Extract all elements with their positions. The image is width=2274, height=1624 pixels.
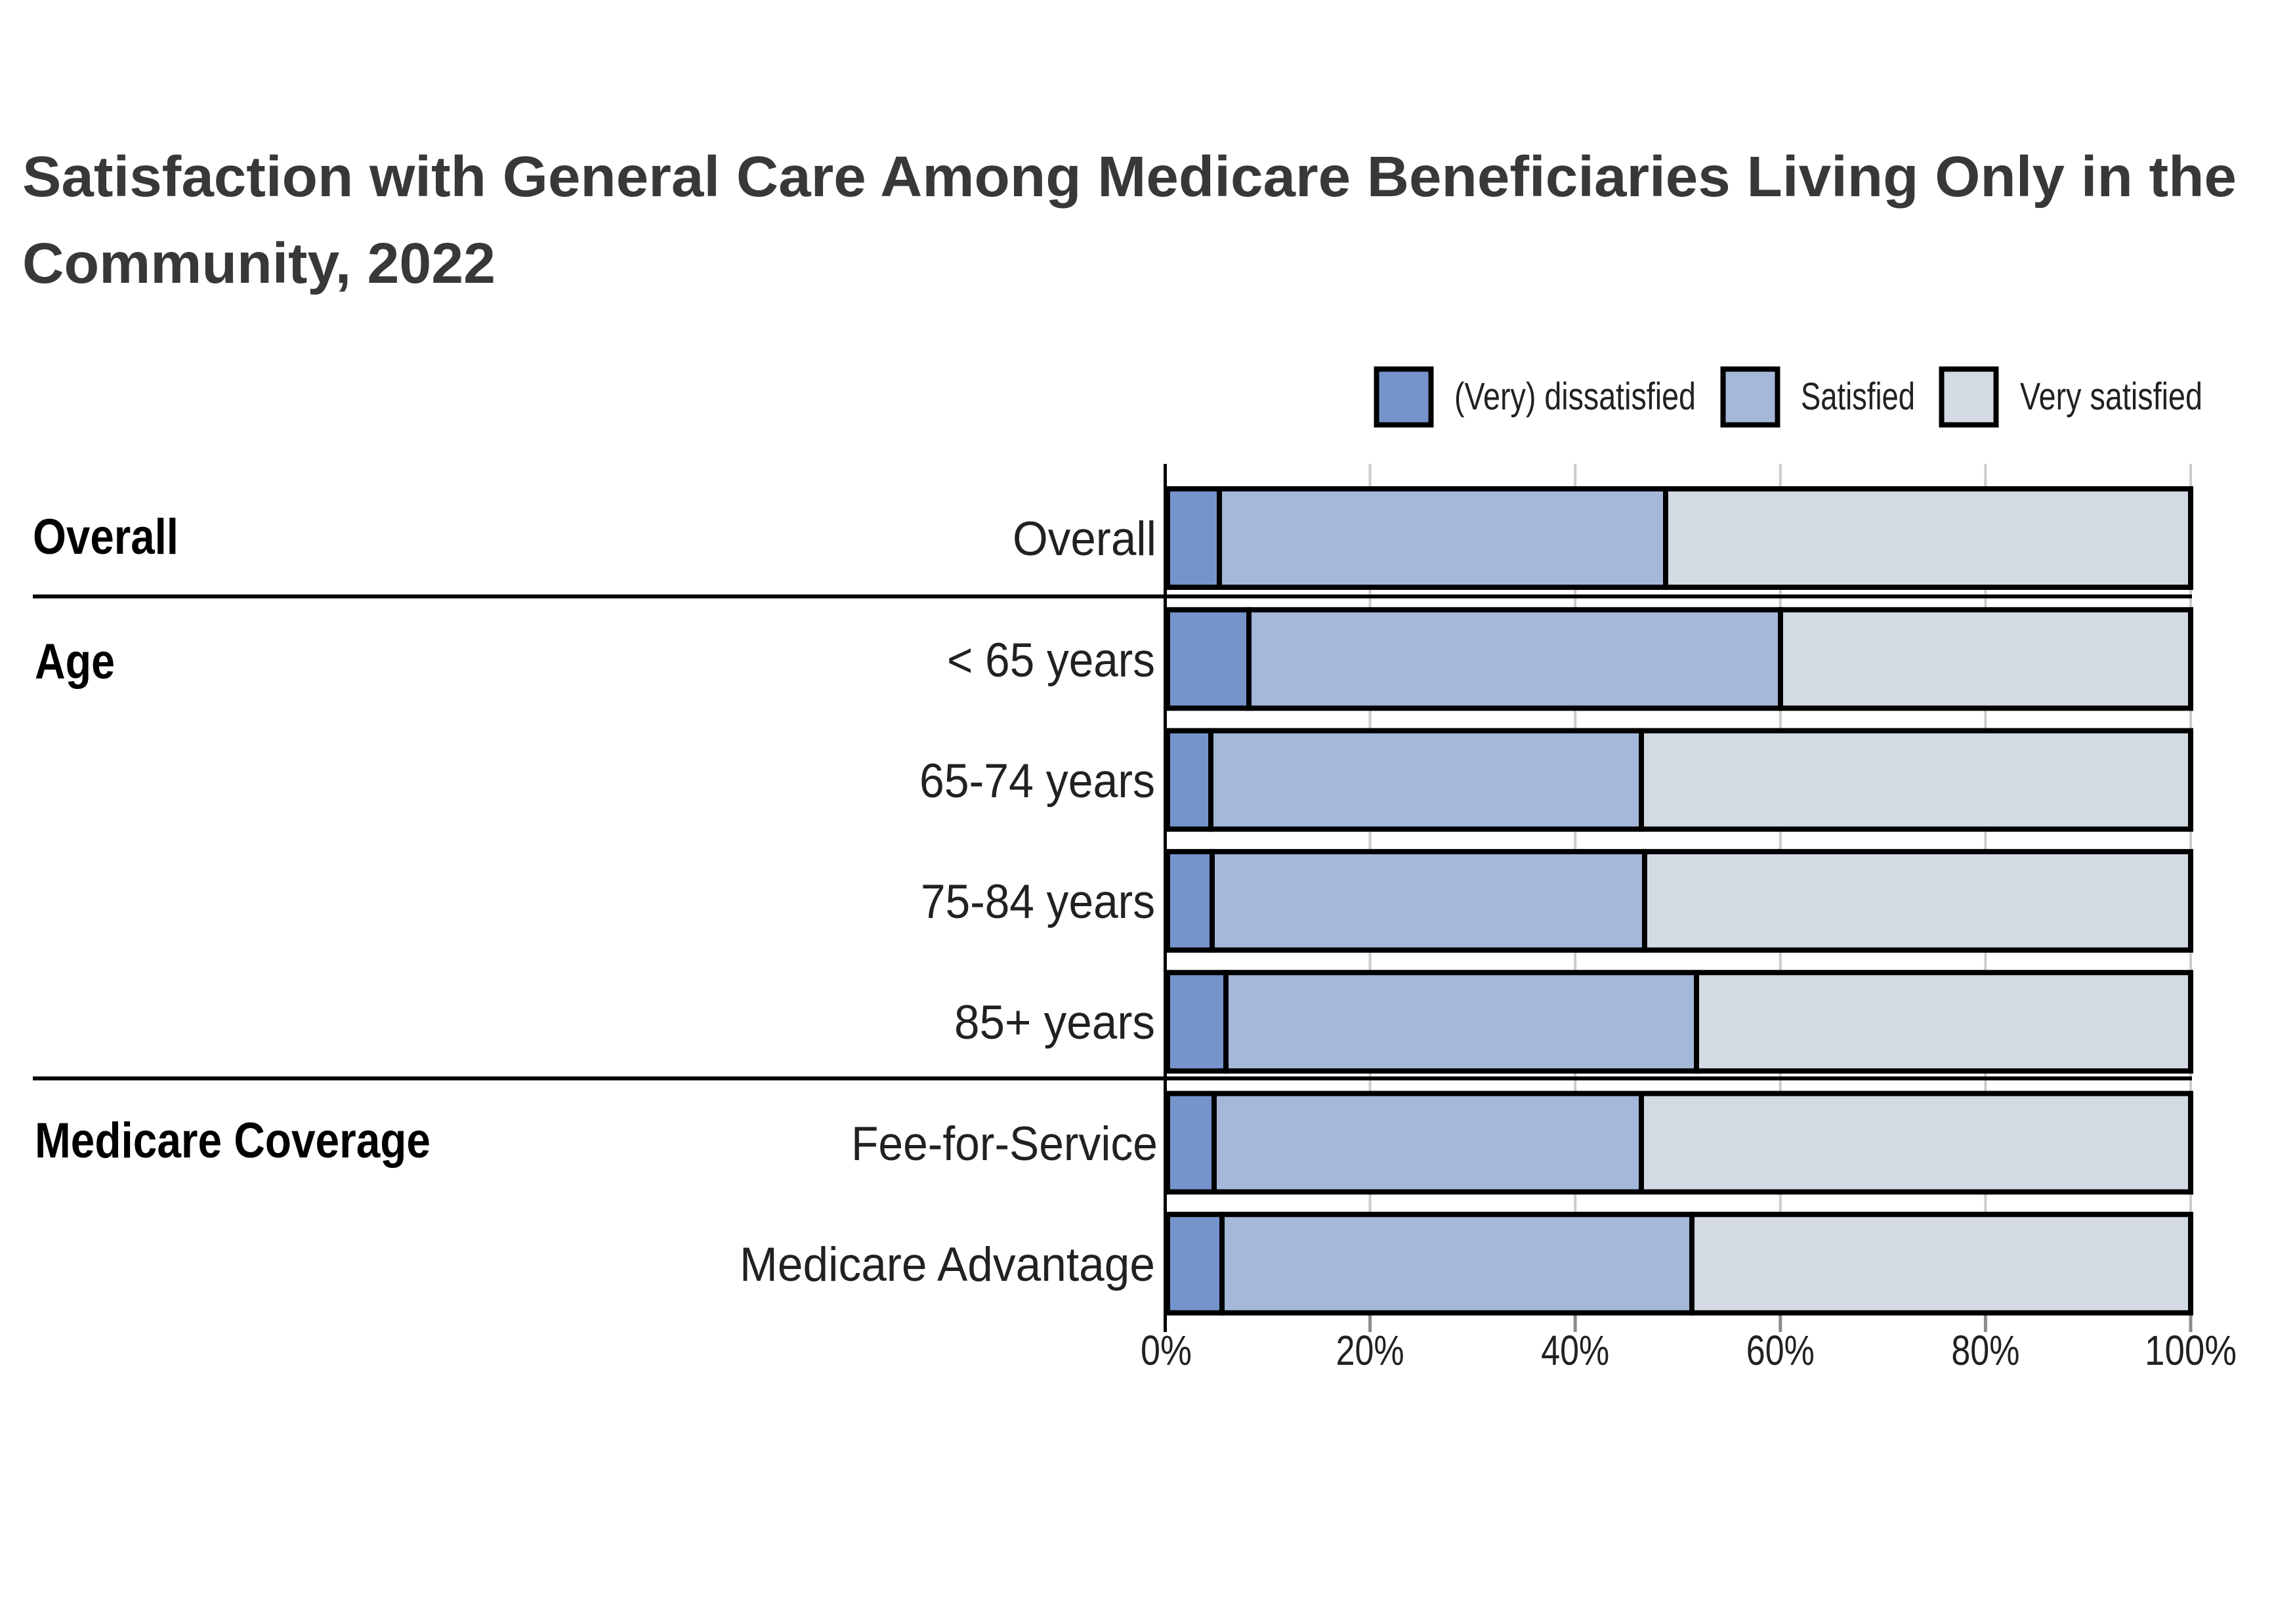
svg-text:Satisfied: Satisfied bbox=[1801, 375, 1915, 418]
svg-text:Satisfaction with General Care: Satisfaction with General Care Among Med… bbox=[22, 145, 2237, 209]
svg-text:Very satisfied: Very satisfied bbox=[2020, 375, 2202, 418]
svg-text:75-84 years: 75-84 years bbox=[921, 875, 1155, 928]
svg-text:85+ years: 85+ years bbox=[954, 996, 1155, 1049]
svg-text:Community, 2022: Community, 2022 bbox=[22, 232, 495, 295]
svg-text:80%: 80% bbox=[1951, 1327, 2019, 1374]
svg-text:Fee-for-Service: Fee-for-Service bbox=[851, 1117, 1158, 1171]
svg-text:Overall: Overall bbox=[1013, 512, 1156, 566]
svg-text:(Very) dissatisfied: (Very) dissatisfied bbox=[1454, 375, 1696, 418]
svg-text:Age: Age bbox=[35, 634, 115, 690]
svg-text:Medicare Coverage: Medicare Coverage bbox=[35, 1113, 431, 1169]
svg-text:65-74 years: 65-74 years bbox=[919, 755, 1155, 808]
svg-text:< 65 years: < 65 years bbox=[947, 634, 1155, 687]
svg-text:100%: 100% bbox=[2145, 1327, 2237, 1374]
svg-text:Overall: Overall bbox=[33, 509, 179, 565]
svg-text:40%: 40% bbox=[1541, 1327, 1609, 1374]
svg-text:Medicare Advantage: Medicare Advantage bbox=[740, 1238, 1155, 1291]
svg-text:60%: 60% bbox=[1746, 1327, 1815, 1374]
svg-text:20%: 20% bbox=[1336, 1327, 1404, 1374]
svg-text:0%: 0% bbox=[1141, 1327, 1192, 1374]
